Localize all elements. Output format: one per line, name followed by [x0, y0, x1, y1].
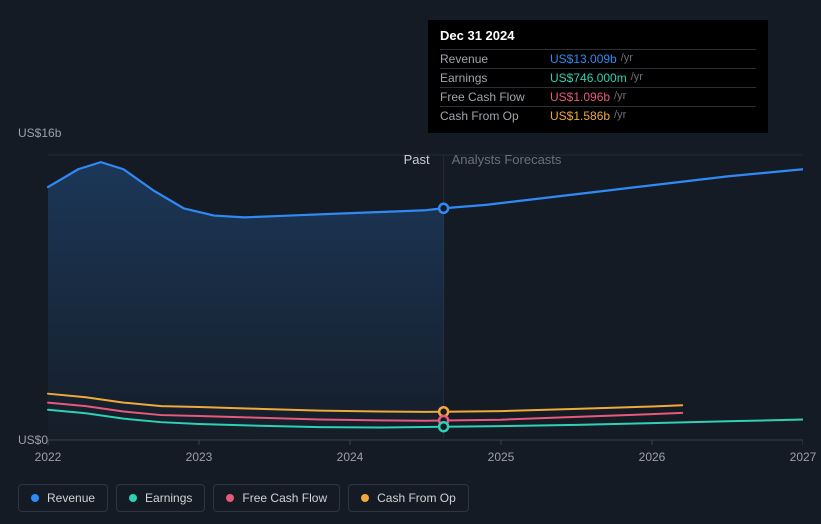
- metrics-tooltip: Dec 31 2024 RevenueUS$13.009b/yrEarnings…: [428, 20, 768, 133]
- legend: Revenue Earnings Free Cash Flow Cash From O…: [18, 484, 469, 512]
- legend-label: Free Cash Flow: [242, 491, 327, 505]
- x-axis-tick: 2027: [790, 450, 817, 464]
- tooltip-row-value: US$1.586b: [550, 109, 610, 123]
- y-axis-tick: US$16b: [18, 126, 44, 140]
- tooltip-row: RevenueUS$13.009b/yr: [440, 49, 756, 68]
- tooltip-row-value: US$13.009b: [550, 52, 617, 66]
- legend-item-earnings[interactable]: Earnings: [116, 484, 205, 512]
- financial-chart[interactable]: US$0 US$16b Past Analysts Forecasts 2022 20…: [18, 120, 803, 474]
- legend-dot-icon: [361, 494, 369, 502]
- tooltip-row-unit: /yr: [621, 52, 633, 66]
- legend-label: Revenue: [47, 491, 95, 505]
- chart-canvas: [18, 120, 803, 474]
- tooltip-row: EarningsUS$746.000m/yr: [440, 68, 756, 87]
- tooltip-row-unit: /yr: [631, 71, 643, 85]
- x-axis-tick: 2024: [337, 450, 364, 464]
- legend-dot-icon: [31, 494, 39, 502]
- tooltip-row-unit: /yr: [614, 90, 626, 104]
- tooltip-row-label: Revenue: [440, 52, 550, 66]
- legend-dot-icon: [129, 494, 137, 502]
- tooltip-row: Free Cash FlowUS$1.096b/yr: [440, 87, 756, 106]
- legend-item-cash-from-op[interactable]: Cash From Op: [348, 484, 469, 512]
- legend-item-revenue[interactable]: Revenue: [18, 484, 108, 512]
- section-label-past: Past: [404, 152, 430, 167]
- x-axis-tick: 2025: [488, 450, 515, 464]
- y-axis-tick: US$0: [18, 433, 44, 447]
- legend-label: Earnings: [145, 491, 192, 505]
- tooltip-date: Dec 31 2024: [440, 28, 756, 49]
- tooltip-row-value: US$746.000m: [550, 71, 627, 85]
- tooltip-row-label: Free Cash Flow: [440, 90, 550, 104]
- tooltip-row-label: Earnings: [440, 71, 550, 85]
- legend-item-free-cash-flow[interactable]: Free Cash Flow: [213, 484, 340, 512]
- tooltip-row-value: US$1.096b: [550, 90, 610, 104]
- section-label-forecast: Analysts Forecasts: [452, 152, 562, 167]
- legend-dot-icon: [226, 494, 234, 502]
- tooltip-row-unit: /yr: [614, 109, 626, 123]
- tooltip-row: Cash From OpUS$1.586b/yr: [440, 106, 756, 125]
- legend-label: Cash From Op: [377, 491, 456, 505]
- x-axis-tick: 2026: [639, 450, 666, 464]
- tooltip-row-label: Cash From Op: [440, 109, 550, 123]
- x-axis-tick: 2022: [35, 450, 62, 464]
- x-axis-tick: 2023: [186, 450, 213, 464]
